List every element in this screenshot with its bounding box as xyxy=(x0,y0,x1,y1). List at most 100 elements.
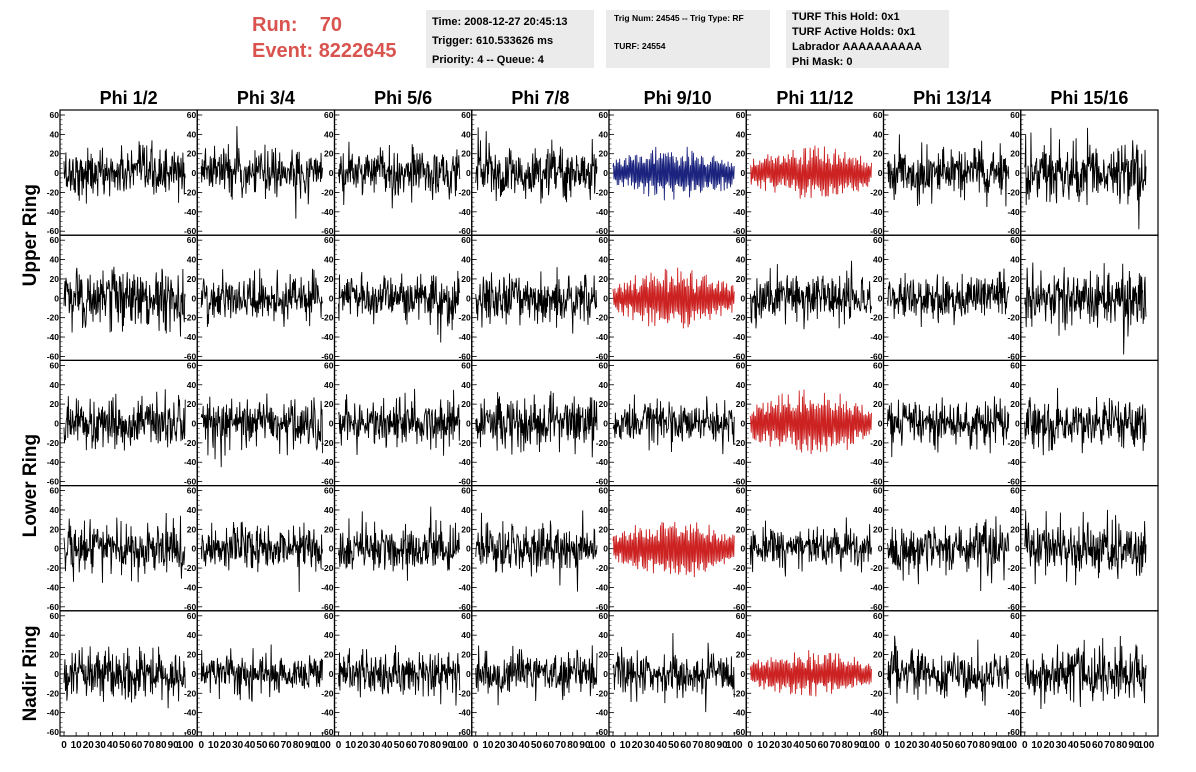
y-tick-label: 60 xyxy=(736,360,746,370)
waveform-trace xyxy=(63,140,186,204)
y-tick-label: -60 xyxy=(321,727,334,737)
waveform-trace xyxy=(475,127,598,204)
waveform-trace xyxy=(200,644,323,702)
y-tick-label: 40 xyxy=(736,255,746,265)
y-tick-label: 40 xyxy=(1010,630,1020,640)
x-tick-label: 10 xyxy=(894,740,906,751)
y-tick-label: 0 xyxy=(878,293,883,303)
y-tick-label: 60 xyxy=(461,486,471,496)
y-tick-label: 0 xyxy=(54,669,59,679)
x-tick-label: 60 xyxy=(1092,740,1104,751)
y-tick-label: -40 xyxy=(321,332,334,342)
y-tick-label: -60 xyxy=(458,477,471,487)
x-tick-label: 90 xyxy=(717,740,729,751)
y-tick-label: -40 xyxy=(47,582,60,592)
x-tick-label: 30 xyxy=(644,740,656,751)
y-tick-label: -40 xyxy=(321,708,334,718)
x-tick-label: 60 xyxy=(131,740,143,751)
x-tick-label: 30 xyxy=(918,740,930,751)
x-tick-label: 70 xyxy=(143,740,155,751)
x-tick-label: 50 xyxy=(394,740,406,751)
y-tick-label: -60 xyxy=(184,351,197,361)
x-tick-label: 10 xyxy=(482,740,494,751)
y-tick-label: -60 xyxy=(1007,351,1020,361)
y-tick-label: 20 xyxy=(1010,399,1020,409)
y-tick-label: 40 xyxy=(461,255,471,265)
x-tick-label: 20 xyxy=(357,740,369,751)
y-tick-label: 60 xyxy=(324,235,334,245)
y-tick-label: 40 xyxy=(461,630,471,640)
event-value: 8222645 xyxy=(318,40,397,62)
y-tick-label: 40 xyxy=(736,630,746,640)
y-tick-label: -40 xyxy=(184,708,197,718)
y-tick-label: 60 xyxy=(50,611,60,621)
y-tick-label: 0 xyxy=(603,419,608,429)
waveform-trace xyxy=(338,388,461,456)
x-tick-label: 20 xyxy=(220,740,232,751)
y-tick-label: -40 xyxy=(184,332,197,342)
x-tick-label: 80 xyxy=(704,740,716,751)
y-tick-label: -20 xyxy=(870,563,883,573)
waveform-trace xyxy=(887,134,1010,207)
waveform-trace xyxy=(1024,262,1147,355)
x-tick-label: 60 xyxy=(955,740,967,751)
waveform-panel: -60 -40 -20 0 20 40 60 xyxy=(458,359,610,487)
run-row: Run: 70 xyxy=(252,12,397,38)
waveform-trace xyxy=(200,126,323,219)
x-tick-label: 80 xyxy=(1116,740,1128,751)
y-tick-label: -20 xyxy=(870,187,883,197)
column-header: Phi 15/16 xyxy=(1050,88,1128,108)
y-tick-label: 0 xyxy=(741,669,746,679)
waveform-trace xyxy=(63,646,186,709)
y-tick-label: 40 xyxy=(1010,255,1020,265)
y-tick-label: 0 xyxy=(603,293,608,303)
y-tick-label: 40 xyxy=(187,255,197,265)
y-tick-label: 40 xyxy=(599,129,609,139)
waveform-panel: -60 -40 -20 0 20 40 60 xyxy=(596,234,747,361)
y-tick-label: 60 xyxy=(599,486,609,496)
x-tick-label: 80 xyxy=(842,740,854,751)
y-tick-label: 60 xyxy=(1010,235,1020,245)
y-tick-label: 60 xyxy=(736,235,746,245)
x-tick-label: 90 xyxy=(168,740,180,751)
waveform-trace xyxy=(1024,636,1147,710)
run-label: Run: xyxy=(252,14,298,36)
y-tick-label: -20 xyxy=(47,187,60,197)
y-tick-label: 60 xyxy=(187,611,197,621)
waveform-panel: -60 -40 -20 0 20 40 60 xyxy=(596,109,747,236)
y-tick-label: 20 xyxy=(187,650,197,660)
y-tick-label: 60 xyxy=(187,235,197,245)
column-header: Phi 9/10 xyxy=(644,88,712,108)
y-tick-label: 20 xyxy=(599,149,609,159)
waveform-trace xyxy=(63,389,186,451)
y-tick-label: 60 xyxy=(873,235,883,245)
y-tick-label: 20 xyxy=(461,399,471,409)
y-tick-label: -20 xyxy=(47,313,60,323)
event-label: Event: xyxy=(252,40,314,62)
y-tick-label: 0 xyxy=(603,168,608,178)
y-tick-label: -40 xyxy=(458,457,471,467)
y-tick-label: 40 xyxy=(873,630,883,640)
y-tick-label: 20 xyxy=(873,650,883,660)
y-tick-label: 60 xyxy=(1010,611,1020,621)
y-tick-label: 0 xyxy=(329,293,334,303)
waveform-trace xyxy=(612,146,735,201)
y-tick-label: 60 xyxy=(461,360,471,370)
waveform-panel: -60 -40 -20 0 20 40 60 xyxy=(596,485,747,612)
y-tick-label: 60 xyxy=(873,486,883,496)
y-tick-label: -60 xyxy=(321,351,334,361)
y-tick-label: -40 xyxy=(733,207,746,217)
y-tick-label: -60 xyxy=(321,226,334,236)
y-tick-label: 0 xyxy=(54,544,59,554)
waveform-trace xyxy=(750,145,872,199)
y-tick-label: 60 xyxy=(461,110,471,120)
x-tick-label: 0 xyxy=(61,740,67,751)
y-tick-label: -40 xyxy=(733,708,746,718)
x-tick-label: 20 xyxy=(906,740,918,751)
y-tick-label: -60 xyxy=(733,477,746,487)
y-tick-label: -60 xyxy=(1007,602,1020,612)
waveform-trace xyxy=(749,517,872,577)
y-tick-label: -40 xyxy=(47,207,60,217)
